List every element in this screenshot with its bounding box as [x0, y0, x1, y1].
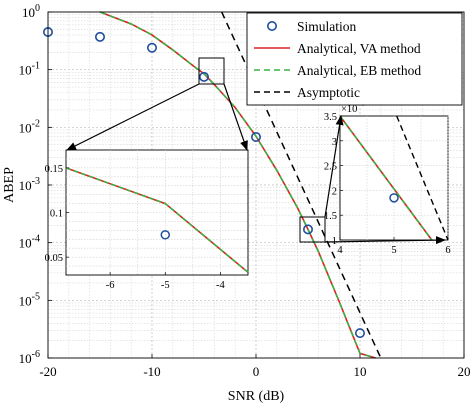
- inset-x-tick-label: -5: [161, 280, 170, 291]
- series-line-eb: [99, 11, 376, 359]
- y-tick-label: 10-5: [19, 291, 40, 308]
- inset-line-eb: [339, 115, 433, 241]
- inset-x-tick-label: 6: [445, 245, 450, 256]
- legend: Simulation Analytical, VA method Analytica…: [246, 12, 463, 106]
- x-tick-label: 0: [253, 364, 260, 379]
- simulation-marker: [147, 42, 158, 53]
- zoom-arrow-1b: [223, 83, 248, 151]
- inset-x-tick-label: 4: [337, 245, 343, 256]
- x-axis-title: SNR (dB): [228, 389, 285, 404]
- x-axis-ticks: -20 -10 0 10 20: [39, 354, 471, 379]
- inset-y-tick-label: 3.5: [324, 112, 337, 123]
- legend-label: Simulation: [297, 19, 357, 34]
- zoom-arrow-2a: [324, 115, 344, 218]
- x-tick-label: -20: [39, 364, 56, 379]
- legend-label: Analytical, EB method: [297, 63, 421, 78]
- y-tick-label: 10-3: [19, 176, 40, 193]
- zoom-boxes: [198, 57, 326, 243]
- y-tick-label: 10-4: [19, 234, 40, 251]
- zoom-arrow-2b: [324, 236, 446, 245]
- inset-y-tick-label: 2: [332, 186, 337, 197]
- zoom-box-2: [299, 216, 326, 243]
- y-tick-label: 10-6: [19, 349, 40, 366]
- x-tick-label: 20: [458, 364, 471, 379]
- inset-1: -6 -5 -4 0.05 0.1 0.15: [45, 149, 249, 291]
- inset-y-tick-label: 0.05: [45, 253, 63, 264]
- simulation-marker: [199, 71, 210, 82]
- legend-box: [246, 12, 463, 106]
- x-tick-label: -10: [143, 364, 160, 379]
- inset-line-eb: [65, 167, 249, 273]
- legend-label: Analytical, VA method: [297, 41, 421, 56]
- inset-y-tick-label: 0.1: [50, 209, 63, 220]
- simulation-marker: [354, 328, 365, 339]
- legend-label: Asymptotic: [297, 85, 360, 100]
- inset-simulation-marker: [160, 230, 171, 240]
- y-axis-title: ABEP: [2, 167, 17, 203]
- y-tick-label: 100: [22, 3, 40, 20]
- x-tick-label: 10: [354, 364, 367, 379]
- zoom-arrows: [66, 83, 446, 245]
- inset-x-tick-label: -4: [216, 280, 225, 291]
- y-axis-ticks: 100 10-1 10-2 10-3 10-4 10-5 10-6: [19, 3, 52, 366]
- inset-x-tick-label: 5: [391, 245, 396, 256]
- simulation-marker: [95, 31, 106, 42]
- inset-y-tick-label: 1.5: [324, 211, 337, 222]
- simulation-marker: [302, 224, 313, 235]
- inset-line-asymptotic: [396, 115, 449, 241]
- zoom-box-1: [198, 57, 225, 85]
- y-tick-label: 10-2: [19, 118, 40, 135]
- zoom-arrow-1a: [66, 83, 200, 151]
- inset-y-tick-label: 3: [332, 137, 337, 148]
- inset-x-tick-label: -6: [106, 280, 115, 291]
- y-tick-label: 10-1: [19, 61, 40, 78]
- inset-y-tick-label: 2.5: [324, 162, 337, 173]
- inset-y-tick-label: 0.15: [45, 164, 63, 175]
- simulation-marker: [251, 131, 262, 142]
- inset-simulation-marker: [389, 193, 399, 203]
- inset-2: 45611.522.533.5×10-4: [324, 99, 451, 256]
- legend-marker-simulation: [266, 20, 277, 31]
